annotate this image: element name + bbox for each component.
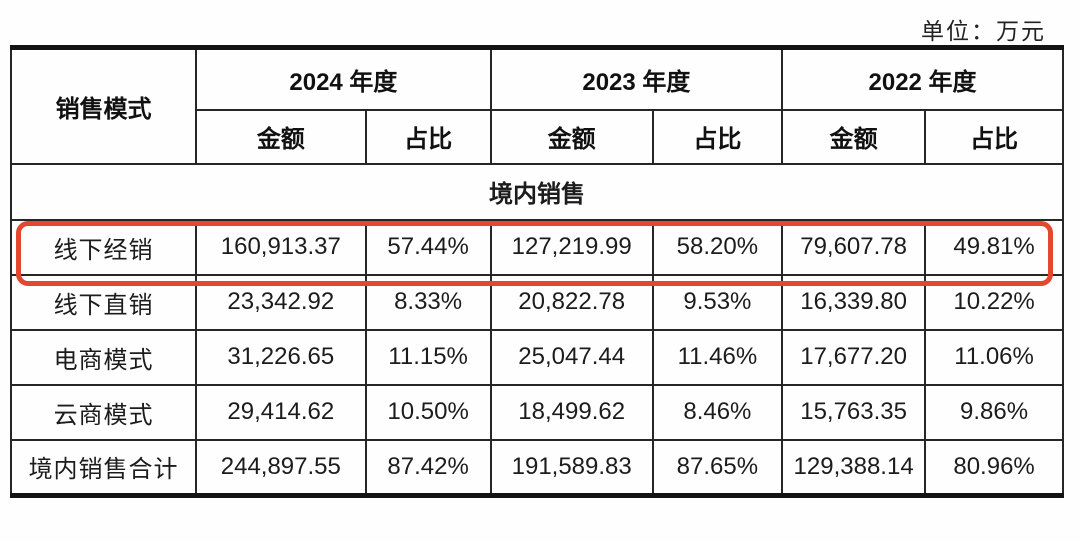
amount-2024: 29,414.62 [195, 383, 367, 441]
ratio-2022: 9.86% [924, 383, 1064, 441]
amount-2024: 160,913.37 [195, 218, 367, 276]
header-row-subcolumns: 金额 占比 金额 占比 金额 占比 [11, 108, 1064, 165]
ratio-2022: 10.22% [924, 273, 1064, 331]
year-header-2023: 2023 年度 [489, 45, 784, 111]
ratio-2023: 11.46% [651, 328, 784, 386]
ratio-2023: 87.65% [651, 438, 784, 498]
table-row-ecommerce: 电商模式 31,226.65 11.15% 25,047.44 11.46% 1… [9, 328, 1064, 386]
amount-2022: 17,677.20 [781, 328, 927, 386]
ratio-2024: 11.15% [364, 328, 492, 386]
amount-2023: 127,219.99 [489, 218, 654, 276]
ratio-2023: 58.20% [651, 218, 784, 276]
table-row-cloud-commerce: 云商模式 29,414.62 10.50% 18,499.62 8.46% 15… [9, 383, 1064, 441]
amount-2023: 191,589.83 [489, 438, 654, 498]
ratio-2024: 10.50% [364, 383, 492, 441]
ratio-2024: 8.33% [364, 273, 492, 331]
year-header-2022: 2022 年度 [781, 45, 1064, 111]
table-row-offline-distribution: 线下经销 160,913.37 57.44% 127,219.99 58.20%… [9, 218, 1064, 276]
amount-2023: 20,822.78 [489, 273, 654, 331]
ratio-2024: 87.42% [364, 438, 492, 498]
ratio-2022: 49.81% [924, 218, 1064, 276]
ratio-2024: 57.44% [364, 218, 492, 276]
amount-2024: 23,342.92 [195, 273, 367, 331]
ratio-2023: 8.46% [651, 383, 784, 441]
ratio-2023: 9.53% [651, 273, 784, 331]
sales-mode-table: 销售模式 2024 年度 2023 年度 2022 年度 金额 占比 金额 占比… [9, 45, 1064, 498]
subheader-ratio-2023: 占比 [651, 108, 784, 165]
amount-2024: 244,897.55 [195, 438, 367, 498]
row-label: 电商模式 [9, 328, 198, 386]
ratio-2022: 80.96% [924, 438, 1064, 498]
row-label: 线下经销 [9, 218, 198, 276]
subheader-amount-2023: 金额 [489, 108, 654, 165]
subheader-ratio-2024: 占比 [364, 108, 492, 165]
subheader-ratio-2022: 占比 [924, 108, 1064, 165]
section-header-domestic-sales: 境内销售 [10, 162, 1064, 221]
row-label: 云商模式 [9, 383, 198, 441]
subheader-amount-2022: 金额 [781, 108, 927, 165]
amount-2022: 15,763.35 [781, 383, 927, 441]
header-row-years: 销售模式 2024 年度 2023 年度 2022 年度 [9, 45, 1064, 165]
amount-2024: 31,226.65 [195, 328, 367, 386]
table-row-offline-direct: 线下直销 23,342.92 8.33% 20,822.78 9.53% 16,… [9, 273, 1064, 331]
amount-2022: 16,339.80 [781, 273, 927, 331]
subheader-amount-2024: 金额 [195, 108, 367, 165]
amount-2023: 18,499.62 [489, 383, 654, 441]
col-header-sales-mode: 销售模式 [9, 45, 198, 165]
amount-2023: 25,047.44 [489, 328, 654, 386]
year-header-2024: 2024 年度 [195, 45, 492, 111]
table-row-domestic-total: 境内销售合计 244,897.55 87.42% 191,589.83 87.6… [9, 438, 1064, 498]
section-row-domestic-sales: 境内销售 [10, 162, 1064, 221]
row-label: 境内销售合计 [9, 438, 198, 498]
amount-2022: 79,607.78 [781, 218, 927, 276]
amount-2022: 129,388.14 [781, 438, 927, 498]
row-label: 线下直销 [9, 273, 198, 331]
ratio-2022: 11.06% [924, 328, 1064, 386]
unit-label: 单位：万元 [921, 19, 1046, 44]
